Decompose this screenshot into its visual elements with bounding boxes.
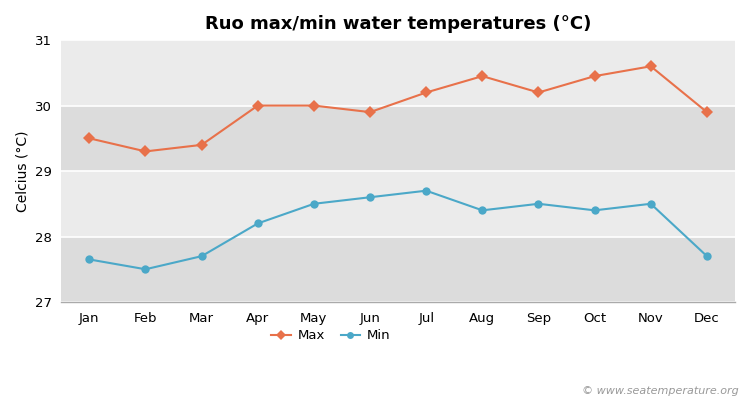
Max: [534, 90, 543, 95]
Bar: [62, 40, 735, 106]
Line: Max: Max: [86, 62, 711, 156]
Max: [310, 103, 319, 108]
Bar: [62, 171, 735, 236]
Y-axis label: Celcius (°C): Celcius (°C): [15, 130, 29, 212]
Min: [590, 208, 599, 213]
Max: [478, 74, 487, 78]
Max: [703, 110, 712, 114]
Bar: [62, 236, 735, 302]
Max: [646, 64, 656, 69]
Max: [365, 110, 374, 114]
Max: [85, 136, 94, 141]
Max: [197, 142, 206, 147]
Max: [590, 74, 599, 78]
Min: [646, 201, 656, 206]
Line: Min: Min: [86, 186, 711, 274]
Legend: Max, Min: Max, Min: [266, 324, 396, 348]
Min: [85, 257, 94, 262]
Min: [365, 195, 374, 200]
Min: [422, 188, 430, 193]
Min: [254, 221, 262, 226]
Title: Ruo max/min water temperatures (°C): Ruo max/min water temperatures (°C): [205, 15, 591, 33]
Text: © www.seatemperature.org: © www.seatemperature.org: [582, 386, 739, 396]
Max: [254, 103, 262, 108]
Min: [534, 201, 543, 206]
Min: [197, 254, 206, 258]
Max: [141, 149, 150, 154]
Bar: [62, 106, 735, 171]
Min: [141, 267, 150, 272]
Max: [422, 90, 430, 95]
Min: [310, 201, 319, 206]
Min: [703, 254, 712, 258]
Min: [478, 208, 487, 213]
